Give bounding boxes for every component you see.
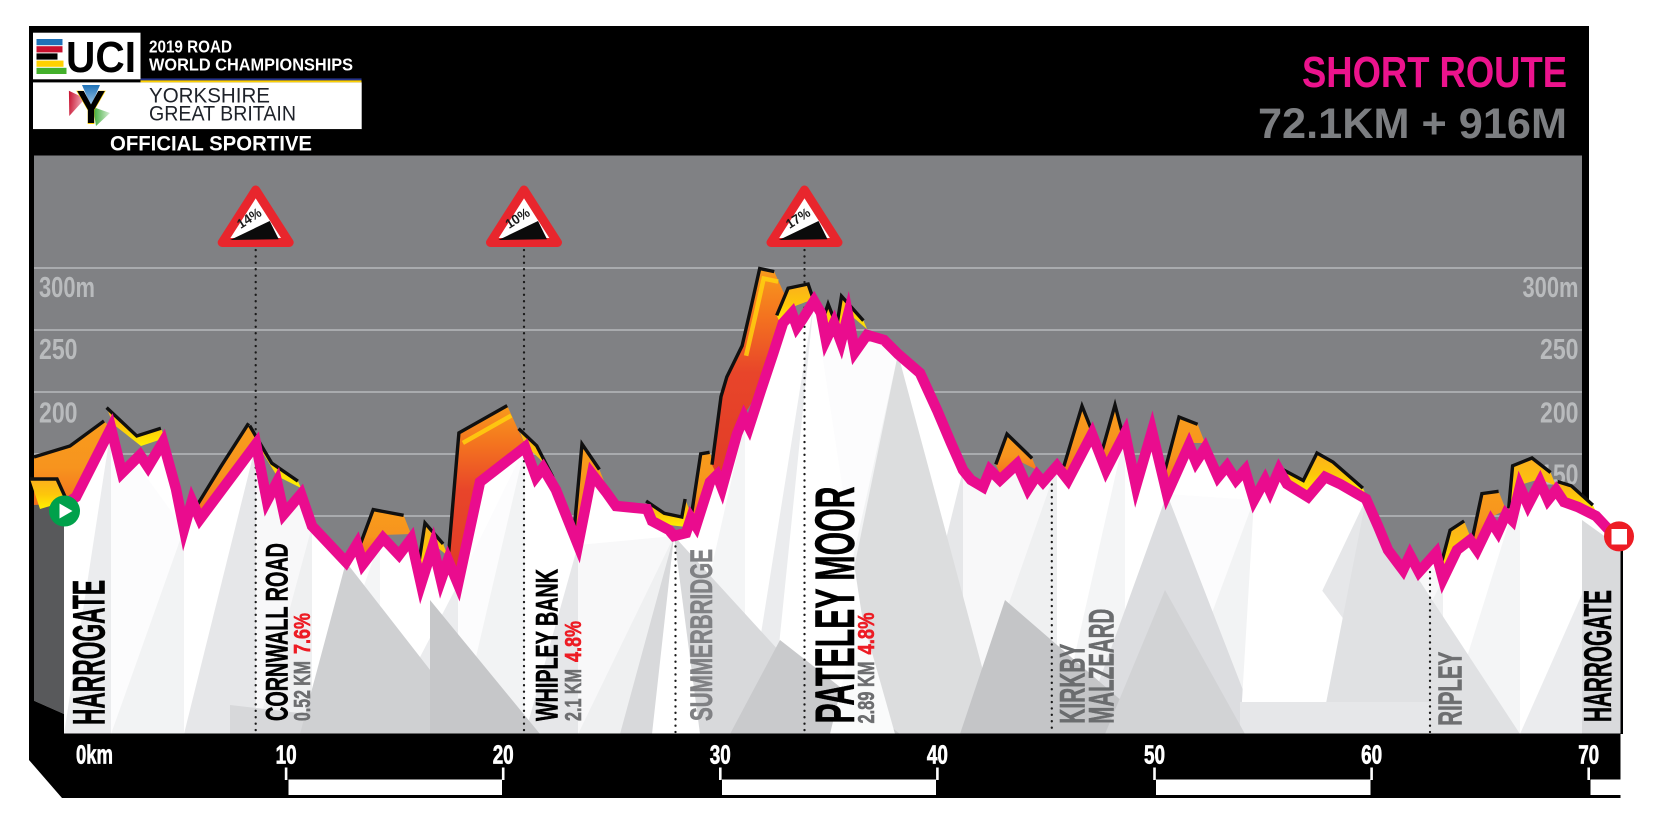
svg-text:CORNWALL ROAD: CORNWALL ROAD xyxy=(259,543,295,721)
svg-text:30: 30 xyxy=(710,742,731,770)
svg-text:KIRKBY: KIRKBY xyxy=(1053,644,1092,724)
svg-text:70: 70 xyxy=(1578,742,1599,770)
svg-text:200: 200 xyxy=(39,398,78,430)
svg-text:40: 40 xyxy=(927,742,948,770)
svg-text:60: 60 xyxy=(1361,742,1382,770)
svg-text:0.52 KM: 0.52 KM xyxy=(289,661,315,721)
svg-text:UCI: UCI xyxy=(66,33,136,82)
svg-text:72.1KM + 916M: 72.1KM + 916M xyxy=(1258,100,1567,148)
svg-text:HARROGATE: HARROGATE xyxy=(64,580,115,725)
svg-text:300m: 300m xyxy=(39,272,95,304)
svg-text:200: 200 xyxy=(1540,398,1579,430)
svg-text:WORLD CHAMPIONSHIPS: WORLD CHAMPIONSHIPS xyxy=(149,55,353,75)
svg-text:10: 10 xyxy=(276,742,297,770)
svg-text:GREAT BRITAIN: GREAT BRITAIN xyxy=(149,103,296,126)
svg-text:50: 50 xyxy=(1144,742,1165,770)
svg-text:MALZEARD: MALZEARD xyxy=(1082,609,1121,724)
svg-text:4.8%: 4.8% xyxy=(853,613,879,655)
svg-text:SUMMERBRIDGE: SUMMERBRIDGE xyxy=(683,549,719,721)
svg-text:250: 250 xyxy=(39,334,78,366)
svg-text:YORKSHIRE: YORKSHIRE xyxy=(149,85,270,108)
svg-text:0km: 0km xyxy=(76,742,113,770)
svg-text:OFFICIAL SPORTIVE: OFFICIAL SPORTIVE xyxy=(110,132,312,156)
svg-text:Y: Y xyxy=(77,81,106,133)
svg-text:PATELEY MOOR: PATELEY MOOR xyxy=(803,486,866,723)
svg-text:HARROGATE: HARROGATE xyxy=(1577,590,1620,722)
svg-text:SHORT ROUTE: SHORT ROUTE xyxy=(1302,48,1567,97)
svg-text:2.1 KM: 2.1 KM xyxy=(560,669,586,721)
svg-text:WHIPLEY BANK: WHIPLEY BANK xyxy=(529,569,565,721)
svg-text:2.89 KM: 2.89 KM xyxy=(853,662,879,724)
svg-text:20: 20 xyxy=(493,742,514,770)
svg-text:Y: Y xyxy=(76,82,107,135)
svg-text:4.8%: 4.8% xyxy=(560,621,586,662)
svg-text:2019 ROAD: 2019 ROAD xyxy=(149,37,232,57)
svg-text:7.6%: 7.6% xyxy=(289,613,315,654)
svg-text:250: 250 xyxy=(1540,334,1579,366)
svg-text:300m: 300m xyxy=(1523,272,1579,304)
svg-text:RIPLEY: RIPLEY xyxy=(1431,652,1468,726)
